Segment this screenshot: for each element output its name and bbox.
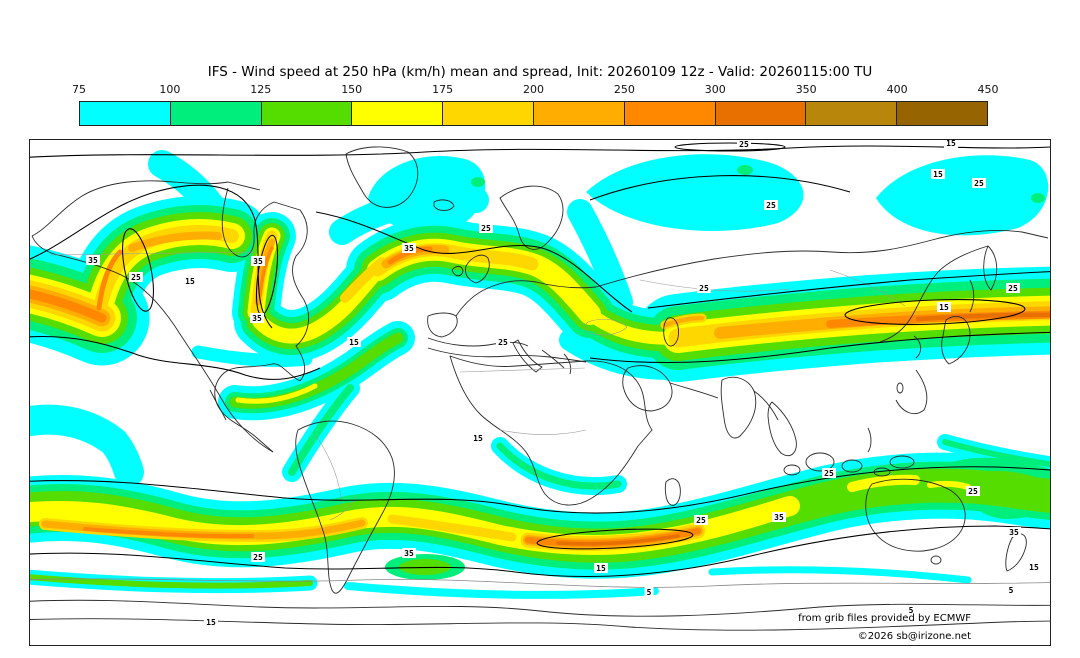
- contour-label-25: 25: [131, 273, 141, 282]
- contour-label-25: 25: [253, 553, 263, 562]
- contour-label-box: [944, 140, 958, 148]
- contour-label-15: 15: [185, 277, 195, 286]
- contour-label-box: [496, 337, 510, 347]
- contour-label-box: [697, 283, 711, 293]
- contour-label-box: [822, 468, 836, 478]
- contour-label-box: [251, 552, 265, 562]
- colorbar-segment-100-125: [170, 102, 262, 125]
- contour-label-15: 15: [1029, 563, 1039, 572]
- contour-label-25: 25: [766, 201, 776, 210]
- colorbar-tick-200: 200: [523, 83, 544, 96]
- colorbar-segment-175-200: [443, 102, 534, 125]
- contour-label-35: 35: [252, 314, 262, 323]
- colorbar-tick-150: 150: [341, 83, 363, 96]
- colorbar-tick-175: 175: [432, 83, 454, 96]
- contour-label-box: [1006, 283, 1020, 293]
- contour-labels: 35 25 15 35 35 15 35 25 25 15 25 25 25 15 25 15 25 15 25 35…: [86, 140, 1041, 627]
- contour-label-5: 5: [1009, 586, 1014, 595]
- contour-label-box: [1006, 585, 1016, 595]
- contour-label-box: [479, 223, 493, 233]
- contour-label-15: 15: [473, 434, 483, 443]
- contour-label-box: [594, 563, 608, 573]
- contour-label-box: [644, 587, 654, 597]
- contour-label-5: 5: [647, 588, 652, 597]
- chart-title: IFS - Wind speed at 250 hPa (km/h) mean …: [207, 64, 873, 80]
- contour-label-15: 15: [596, 564, 606, 573]
- colorbar-tick-350: 350: [795, 83, 817, 96]
- colorbar-ticks: 75 100 125 150 175 200 250 300 350 400 450: [72, 83, 999, 97]
- colorbar-segment-400-450: [897, 102, 987, 125]
- colorbar-tick-75: 75: [72, 83, 86, 96]
- colorbar-tick-450: 450: [977, 83, 999, 96]
- contour-label-35: 35: [88, 256, 98, 265]
- colorbar-segment-150-175: [352, 102, 444, 125]
- contour-label-35: 35: [404, 244, 414, 253]
- map-frame: 35 25 15 35 35 15 35 25 25 15 25 25 25 15 25 15 25 15 25 35…: [29, 139, 1051, 646]
- coastlines: [30, 146, 1050, 631]
- contour-label-box: [129, 272, 143, 282]
- contour-label-35: 35: [774, 513, 784, 522]
- colorbar-segment-75-100: [80, 102, 171, 125]
- contour-label-box: [402, 548, 416, 558]
- attribution: from grib files provided by ECMWF ©2026 …: [798, 613, 971, 642]
- colorbar-segment-300-350: [715, 102, 807, 125]
- contour-label-25: 25: [739, 140, 749, 149]
- contour-label-25: 25: [699, 284, 709, 293]
- contour-label-box: [772, 512, 786, 522]
- contour-label-box: [966, 486, 980, 496]
- contour-label-35: 35: [253, 257, 263, 266]
- contour-label-25: 25: [974, 179, 984, 188]
- colorbar-tick-100: 100: [159, 83, 181, 96]
- colorbar: [79, 101, 988, 126]
- contour-label-5: 5: [909, 606, 914, 615]
- contour-label-box: [1007, 527, 1021, 537]
- contour-label-box: [937, 302, 951, 312]
- attribution-source: from grib files provided by ECMWF: [798, 613, 971, 624]
- contour-label-box: [906, 605, 916, 615]
- contour-label-35: 35: [404, 549, 414, 558]
- wind-speed-fill-darkorange: [556, 312, 1050, 546]
- contour-label-box: [86, 255, 100, 265]
- colorbar-tick-250: 250: [613, 83, 635, 96]
- contour-label-box: [183, 276, 197, 286]
- colorbar-tick-300: 300: [704, 83, 726, 96]
- colorbar-tick-125: 125: [250, 83, 272, 96]
- contour-label-box: [251, 256, 265, 266]
- colorbar-segment-125-150: [261, 102, 353, 125]
- contour-label-15: 15: [939, 303, 949, 312]
- contour-label-25: 25: [696, 516, 706, 525]
- contour-label-15: 15: [933, 170, 943, 179]
- contour-label-25: 25: [1008, 284, 1018, 293]
- contour-label-box: [972, 178, 986, 188]
- contour-label-15: 15: [349, 338, 359, 347]
- contour-label-box: [737, 140, 751, 149]
- contour-label-box: [471, 433, 485, 443]
- colorbar-tick-400: 400: [886, 83, 908, 96]
- contour-label-box: [764, 200, 778, 210]
- contour-label-35: 35: [1009, 528, 1019, 537]
- contour-label-15: 15: [206, 618, 216, 627]
- colorbar-segment-200-250: [533, 102, 625, 125]
- contour-label-box: [402, 243, 416, 253]
- contour-label-box: [1027, 562, 1041, 572]
- contour-label-25: 25: [968, 487, 978, 496]
- world-map: 35 25 15 35 35 15 35 25 25 15 25 25 25 15 25 15 25 15 25 35…: [30, 140, 1050, 642]
- contour-label-box: [204, 617, 218, 627]
- attribution-copyright: ©2026 sb@irizone.net: [858, 631, 971, 642]
- contour-label-25: 25: [824, 469, 834, 478]
- colorbar-segment-250-300: [624, 102, 716, 125]
- contour-label-15: 15: [946, 140, 956, 148]
- contour-label-25: 25: [481, 224, 491, 233]
- contour-label-box: [250, 313, 264, 323]
- colorbar-segment-350-400: [806, 102, 898, 125]
- contour-label-box: [694, 515, 708, 525]
- contour-label-box: [931, 169, 945, 179]
- contour-label-box: [347, 337, 361, 347]
- country-borders: [49, 251, 906, 521]
- spread-contours: [30, 142, 1050, 588]
- contour-label-25: 25: [498, 338, 508, 347]
